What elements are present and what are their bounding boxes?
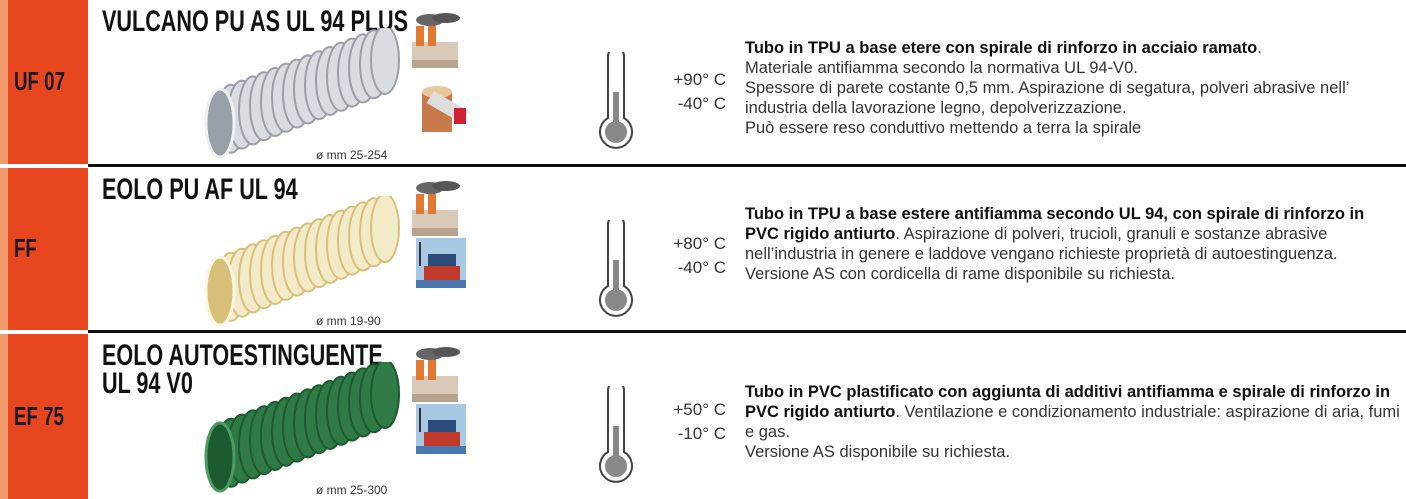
temp-max: +80° C <box>673 234 726 253</box>
description-lead: Tubo in TPU a base etere con spirale di … <box>745 38 1400 58</box>
description-paragraph: Versione AS disponibile su richiesta. <box>745 443 1011 461</box>
product-name: EOLO AUTOESTINGUENTE UL 94 V0 <box>102 339 383 400</box>
thermometer-icon <box>599 52 633 149</box>
hose-image <box>204 362 400 493</box>
product-row: EF 75 EOLO AUTOESTINGUENTE UL 94 V0 ø mm 25… <box>0 334 1406 499</box>
description-bold: Tubo in PVC plastificato con aggiunta di… <box>745 383 1391 421</box>
product-row: FF EOLO PU AF UL 94 ø mm 19-90 +80° C -40° C… <box>0 168 1406 330</box>
product-code: EF 75 <box>14 400 64 431</box>
side-strip <box>0 168 8 330</box>
description-text: . <box>1257 39 1262 57</box>
code-box <box>8 168 88 330</box>
product-code: FF <box>14 233 37 263</box>
description-bold: Tubo in TPU a base etere con spirale di … <box>745 39 1258 57</box>
description-text: . Ventilazione e condizionamento industr… <box>745 403 1400 441</box>
application-icon <box>412 13 460 68</box>
side-strip <box>0 0 8 164</box>
description: Tubo in PVC plastificato con aggiunta di… <box>745 382 1400 462</box>
application-icon <box>412 181 460 236</box>
product-code: UF 07 <box>14 66 65 96</box>
description-paragraph: Spessore di parete costante 0,5 mm. Aspi… <box>745 79 1349 117</box>
application-icon <box>416 404 466 454</box>
application-icon <box>422 86 469 132</box>
description-text: . Aspirazione di polveri, trucioli, gran… <box>745 225 1338 263</box>
application-icon <box>416 238 466 288</box>
diameter: ø mm 25-300 <box>316 483 388 497</box>
temp-min: -10° C <box>677 424 726 443</box>
temp-min: -40° C <box>677 94 726 113</box>
name-line: UL 94 V0 <box>102 367 193 400</box>
temp-max: +50° C <box>673 400 726 419</box>
name-line: EOLO PU AF UL 94 <box>102 173 298 206</box>
row-separator <box>88 164 1406 167</box>
description-bold: Tubo in TPU a base estere antifiamma sec… <box>745 205 1365 243</box>
product-name: VULCANO PU AS UL 94 PLUS <box>102 5 409 38</box>
thermometer-icon <box>599 386 633 483</box>
diameter: ø mm 19-90 <box>316 314 381 328</box>
hose-image <box>204 196 400 327</box>
description-lead: Tubo in PVC plastificato con aggiunta di… <box>745 382 1400 442</box>
description-lead: Tubo in TPU a base estere antifiamma sec… <box>745 204 1400 264</box>
description-paragraph: Può essere reso conduttivo mettendo a te… <box>745 119 1142 137</box>
product-row: UF 07 VULCANO PU AS UL 94 PLUS ø mm 25-254… <box>0 0 1406 164</box>
code-box <box>8 0 88 164</box>
thermometer-icon <box>599 220 633 317</box>
hose-image <box>204 28 400 159</box>
code-box <box>8 334 88 499</box>
row-separator <box>88 330 1406 333</box>
application-icon <box>412 347 460 402</box>
side-strip <box>0 334 8 499</box>
description-paragraph: Versione AS con cordicella di rame dispo… <box>745 265 1176 283</box>
name-line: EOLO AUTOESTINGUENTE <box>102 339 383 372</box>
description: Tubo in TPU a base etere con spirale di … <box>745 38 1400 138</box>
temp-min: -40° C <box>677 258 726 277</box>
product-name: EOLO PU AF UL 94 <box>102 173 298 206</box>
description-paragraph: Materiale antifiamma secondo la normativ… <box>745 59 1138 77</box>
description: Tubo in TPU a base estere antifiamma sec… <box>745 204 1400 284</box>
temp-max: +90° C <box>673 70 726 89</box>
name-line: VULCANO PU AS UL 94 PLUS <box>102 5 409 38</box>
diameter: ø mm 25-254 <box>316 148 388 162</box>
